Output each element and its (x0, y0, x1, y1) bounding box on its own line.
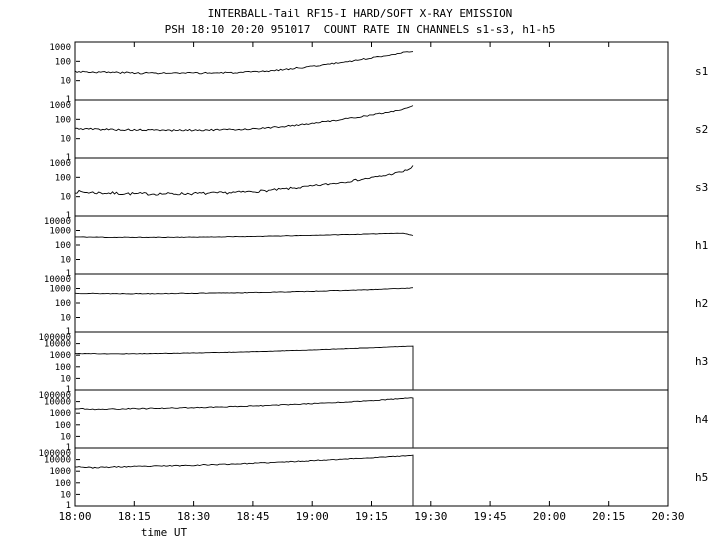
x-tick-label: 20:15 (592, 510, 625, 523)
x-tick-label: 18:45 (236, 510, 269, 523)
x-tick-label: 20:30 (651, 510, 684, 523)
y-tick-label: 100 (55, 299, 71, 309)
panel-label-h5: h5 (695, 471, 708, 484)
y-tick-label: 100000 (38, 449, 71, 459)
trace-s1 (74, 51, 414, 75)
panel-label-h2: h2 (695, 297, 708, 310)
x-tick-label: 19:15 (355, 510, 388, 523)
y-tick-label: 1000 (49, 101, 71, 111)
y-tick-label: 10 (60, 490, 71, 500)
y-tick-label: 10000 (44, 398, 71, 408)
y-tick-label: 10000 (44, 275, 71, 285)
panel-label-s1: s1 (695, 65, 708, 78)
trace-s3 (75, 165, 414, 196)
panel-frame-s2 (74, 99, 669, 159)
panel-frame-s3 (74, 157, 669, 217)
x-tick-label: 18:15 (118, 510, 151, 523)
y-tick-label: 1000 (49, 409, 71, 419)
panel-label-h4: h4 (695, 413, 709, 426)
y-tick-label: 1000 (49, 227, 71, 237)
x-tick-label: 19:45 (474, 510, 507, 523)
panel-frame-h3 (74, 331, 669, 391)
panel-frame-h1 (74, 215, 669, 275)
y-tick-label: 100 (55, 115, 71, 125)
panel-label-h1: h1 (695, 239, 708, 252)
panel-frame-h5 (74, 447, 669, 507)
trace-h3 (74, 345, 414, 390)
y-tick-label: 1000 (49, 285, 71, 295)
y-tick-label: 100 (55, 479, 71, 489)
trace-h5 (74, 454, 414, 506)
y-tick-label: 10 (60, 314, 71, 324)
y-tick-label: 1000 (49, 467, 71, 477)
y-tick-label: 1000 (49, 351, 71, 361)
x-tick-label: 20:00 (533, 510, 566, 523)
y-tick-label: 1 (66, 327, 71, 337)
y-tick-label: 100 (55, 421, 71, 431)
y-tick-label: 1000 (49, 159, 71, 169)
y-tick-label: 100 (55, 363, 71, 373)
y-tick-label: 10 (60, 77, 71, 87)
x-tick-label: 19:00 (296, 510, 329, 523)
trace-s2 (74, 105, 414, 132)
x-axis-label: time UT (140, 526, 188, 539)
panel-label-h3: h3 (695, 355, 708, 368)
y-tick-label: 10 (60, 256, 71, 266)
trace-h2 (74, 287, 414, 295)
x-tick-label: 18:30 (177, 510, 210, 523)
panel-frame-h2 (74, 273, 669, 333)
y-tick-label: 1 (66, 211, 71, 221)
y-tick-label: 10000 (44, 456, 71, 466)
panel-label-s3: s3 (695, 181, 708, 194)
x-tick-label: 18:00 (58, 510, 91, 523)
panel-frame-s1 (74, 41, 669, 101)
y-tick-label: 1 (66, 269, 71, 279)
panel-label-s2: s2 (695, 123, 708, 136)
y-tick-label: 10000 (44, 340, 71, 350)
y-tick-label: 10000 (44, 217, 71, 227)
x-tick-label: 19:30 (414, 510, 447, 523)
y-tick-label: 1 (66, 443, 71, 453)
y-tick-label: 1 (66, 501, 71, 511)
y-tick-label: 1 (66, 153, 71, 163)
y-tick-label: 10 (60, 374, 71, 384)
y-tick-label: 100000 (38, 333, 71, 343)
y-tick-label: 100000 (38, 391, 71, 401)
y-tick-label: 100 (55, 241, 71, 251)
trace-h4 (74, 397, 414, 448)
y-tick-label: 100 (55, 173, 71, 183)
y-tick-label: 100 (55, 57, 71, 67)
chart-subtitle: PSH 18:10 20:20 951017 COUNT RATE IN CHA… (164, 23, 556, 36)
y-tick-label: 10 (60, 135, 71, 145)
y-tick-label: 1 (66, 385, 71, 395)
y-tick-label: 10 (60, 432, 71, 442)
y-tick-label: 1 (66, 95, 71, 105)
chart-title: INTERBALL-Tail RF15-I HARD/SOFT X-RAY EM… (207, 7, 513, 20)
y-tick-label: 1000 (49, 43, 71, 53)
panel-frame-h4 (74, 389, 669, 449)
trace-h1 (75, 232, 414, 239)
y-tick-label: 10 (60, 193, 71, 203)
